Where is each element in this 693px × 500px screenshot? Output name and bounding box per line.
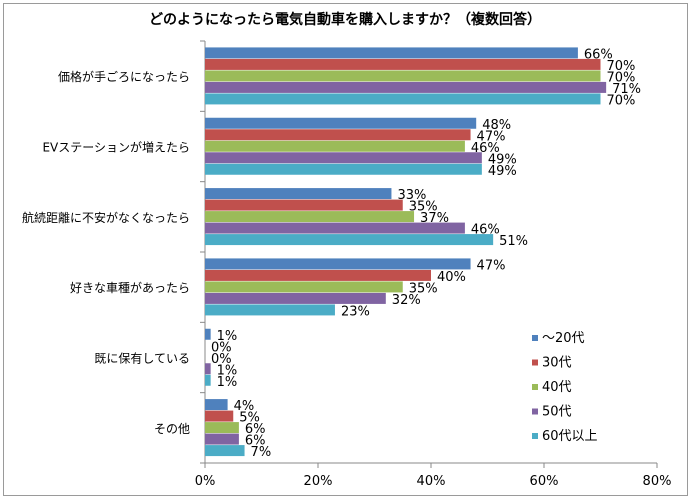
data-label: 1% [217,363,238,378]
bar [205,410,234,422]
x-tick-label: 20% [304,474,333,489]
bar [205,374,211,386]
bar [205,234,494,246]
bar [205,222,465,234]
category-label: EVステーションが増えたら [42,140,190,155]
data-label: 5% [239,411,260,426]
bar [205,47,578,59]
category-label: 既に保有している [94,352,190,366]
bar [205,433,239,445]
bar [205,58,601,70]
bar [205,292,386,304]
bar [205,363,211,375]
chart-frame [3,3,688,496]
data-label: 6% [245,434,266,449]
data-label: 1% [217,375,238,390]
bar [205,152,482,164]
x-tick-label: 40% [417,474,446,489]
data-label: 47% [477,258,506,273]
bar [205,211,415,223]
legend-label: 60代以上 [542,429,598,444]
data-label: 48% [482,118,511,133]
bar [205,422,239,434]
bar [205,399,228,411]
category-label: 好きな車種があったら [70,280,190,295]
bar [205,129,471,141]
bar [205,199,403,211]
data-label: 70% [607,93,636,108]
data-label: 46% [471,223,500,238]
data-label: 37% [420,211,449,226]
data-label: 70% [607,70,636,85]
data-label: 23% [341,304,370,319]
bar [205,304,335,316]
bar [205,269,431,281]
data-label: 32% [392,293,421,308]
legend-label: 30代 [542,356,572,371]
bar [205,70,601,82]
data-label: 0% [211,340,232,355]
data-label: 49% [488,164,517,179]
bar [205,163,482,175]
data-label: 46% [471,141,500,156]
data-label: 40% [437,270,466,285]
data-label: 51% [499,234,528,249]
bar [205,258,471,270]
data-label: 47% [477,129,506,144]
data-label: 6% [245,422,266,437]
data-label: 4% [234,399,255,414]
legend-label: ～20代 [542,331,585,346]
legend-swatch [532,384,538,390]
bar [205,81,607,93]
data-label: 33% [397,188,426,203]
bar [205,117,477,129]
legend-label: 40代 [542,380,572,395]
legend-label: 50代 [542,405,572,420]
legend-swatch [532,408,538,415]
x-tick-label: 0% [195,474,216,489]
x-tick-label: 60% [530,474,559,489]
data-label: 66% [584,47,613,62]
legend-swatch [532,433,538,439]
bar [205,328,211,340]
data-label: 7% [251,445,272,460]
data-label: 35% [409,281,438,296]
data-label: 49% [488,152,517,167]
category-label: 航続距離に不安がなくなったら [22,210,190,225]
legend-swatch [532,359,538,366]
category-label: 価格が手ごろになったら [58,69,190,84]
data-label: 1% [217,329,238,344]
data-label: 70% [607,59,636,74]
category-label: その他 [154,422,190,436]
bar [205,445,245,457]
bar [205,93,601,105]
data-label: 71% [612,82,641,97]
data-label: 35% [409,200,438,215]
chart-title: どのようになったら電気自動車を購入しますか？（複数回答） [149,11,541,28]
bar [205,188,392,200]
data-label: 0% [211,352,232,367]
bar [205,281,403,293]
bar [205,140,465,152]
legend-swatch [532,335,538,341]
x-tick-label: 80% [643,474,672,489]
